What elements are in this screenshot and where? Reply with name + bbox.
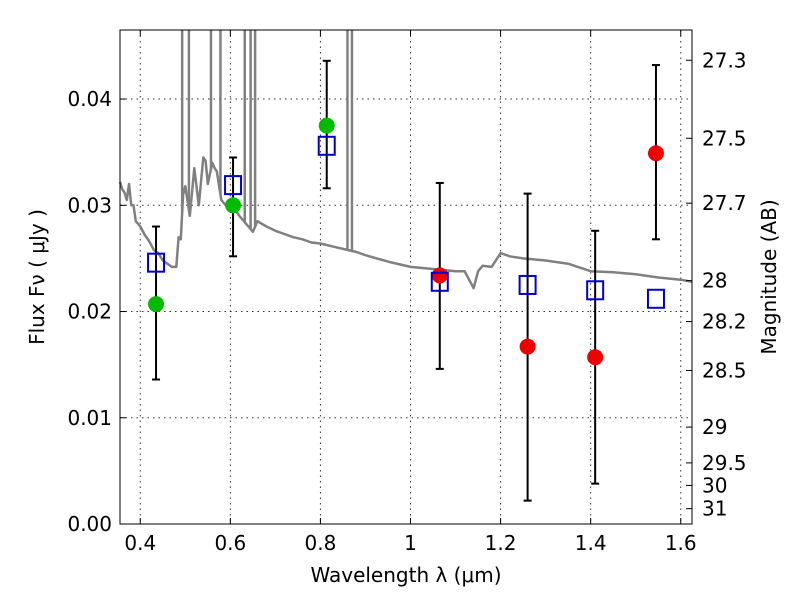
- green-data-point: [318, 117, 335, 134]
- y2-tick-label: 27.3: [702, 48, 747, 72]
- x-tick-label: 1.2: [485, 531, 517, 555]
- model-square-point: [430, 271, 449, 292]
- x-axis-title: Wavelength λ (μm): [310, 563, 501, 587]
- model-square-point: [646, 288, 665, 309]
- marker-layer: [147, 117, 665, 366]
- model-square-point: [518, 274, 537, 295]
- model-spectrum-line: [118, 156, 693, 290]
- model-square-point: [147, 252, 166, 273]
- red-data-point: [647, 145, 664, 162]
- x-tick-label: 0.4: [124, 531, 156, 555]
- tick-layer: [120, 30, 692, 525]
- errorbar-layer: [152, 59, 660, 502]
- y2-tick-label: 27.5: [702, 126, 747, 150]
- red-data-point: [431, 267, 448, 284]
- model-square-point: [586, 280, 605, 301]
- grid: [120, 30, 692, 525]
- y2-tick-label: 29: [702, 415, 727, 439]
- x-tick-label: 0.6: [214, 531, 246, 555]
- red-data-point: [587, 349, 604, 366]
- x-tick-label: 1.6: [665, 531, 697, 555]
- model-spectrum-layer: [118, 30, 693, 290]
- y2-tick-label: 27.7: [702, 191, 747, 215]
- y2-tick-label: 29.5: [702, 451, 747, 475]
- y2-tick-label: 28: [702, 269, 727, 293]
- green-data-point: [148, 296, 165, 313]
- y2-tick-label: 30: [702, 473, 727, 497]
- y-axis-title: Flux Fν ( μJy ): [25, 209, 49, 345]
- green-data-point: [225, 197, 242, 214]
- y-tick-label: 0.00: [67, 512, 112, 536]
- y-tick-label: 0.01: [67, 406, 112, 430]
- y2-tick-label: 28.2: [702, 310, 747, 334]
- y-tick-label: 0.03: [67, 193, 112, 217]
- y2-axis-title: Magnitude (AB): [757, 199, 781, 354]
- y2-tick-label: 31: [702, 497, 727, 521]
- label-layer: 0.4 0.6 0.8 1 1.2 1.4 1.6 0.00 0.01 0.02 0.03 0.04 2…: [67, 48, 746, 555]
- y-tick-label: 0.02: [67, 300, 112, 324]
- model-square-point: [317, 135, 336, 156]
- x-tick-label: 1.4: [575, 531, 607, 555]
- red-data-point: [519, 338, 536, 355]
- x-tick-label: 0.8: [305, 531, 337, 555]
- model-square-point: [224, 175, 243, 196]
- y2-tick-label: 28.5: [702, 358, 747, 382]
- x-tick-label: 1: [404, 531, 417, 555]
- plot-frame: [119, 29, 693, 525]
- y-tick-label: 0.04: [67, 87, 112, 111]
